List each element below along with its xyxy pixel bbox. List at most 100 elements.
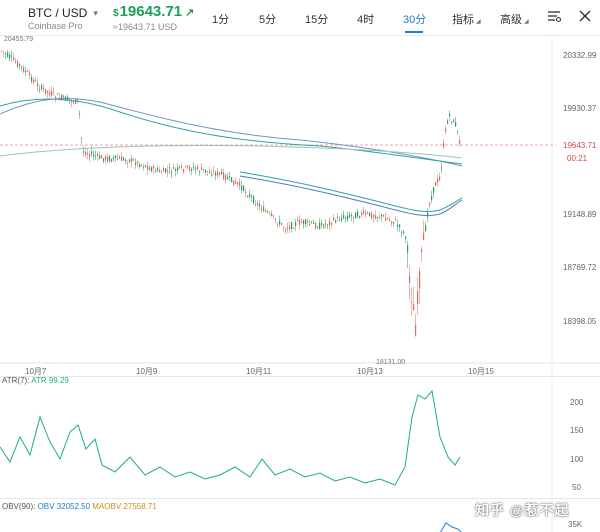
candle-body	[399, 224, 401, 228]
candle-body	[333, 217, 335, 220]
candle-body	[271, 214, 273, 216]
candle-body	[411, 301, 413, 303]
price-value: 19643.71	[119, 3, 183, 20]
candle-body	[105, 156, 107, 160]
candle-body	[101, 155, 103, 159]
candle-body	[401, 232, 403, 234]
candle-body	[239, 182, 241, 186]
candle-body	[369, 212, 371, 216]
atr-tick: 50	[572, 483, 581, 492]
indicator-menu[interactable]: 指标 ◢	[452, 11, 481, 27]
candle-body	[237, 182, 239, 185]
candle-body	[385, 218, 387, 221]
candle-body	[405, 236, 407, 239]
candle-body	[135, 162, 137, 165]
candle-body	[217, 171, 219, 176]
candle-body	[89, 154, 91, 158]
candle-body	[191, 169, 193, 171]
candle-body	[231, 177, 233, 182]
candle-body	[5, 53, 7, 55]
price-tick: 18769.72	[563, 263, 597, 272]
candle-body	[257, 202, 259, 206]
obv-indicator-pane[interactable]: 35K	[0, 498, 600, 532]
atr-tick: 150	[570, 426, 584, 435]
pair-selector[interactable]: BTC / USD ▾	[28, 6, 98, 20]
candle-body	[199, 171, 201, 172]
candle-body	[223, 172, 225, 180]
candle-body	[159, 169, 161, 172]
candle-body	[233, 180, 235, 186]
tab-30m[interactable]: 30分	[403, 14, 427, 26]
candle-body	[201, 167, 203, 170]
tab-5m[interactable]: 5分	[259, 14, 277, 26]
candle-body	[311, 221, 313, 223]
candle-body	[391, 221, 393, 224]
close-icon[interactable]	[578, 8, 592, 29]
candle-body	[209, 171, 211, 174]
candle-body	[423, 232, 425, 240]
candle-body	[445, 128, 447, 132]
candle-body	[157, 168, 159, 171]
candle-body	[291, 222, 293, 229]
main-price-chart[interactable]: 20332.99 19930.37 19148.89 18769.72 1839…	[0, 36, 600, 376]
price-tick: 20332.99	[563, 51, 597, 60]
candle-body	[413, 304, 415, 311]
candle-body	[301, 221, 303, 223]
trend-up-icon: ↗	[185, 7, 195, 19]
candle-body	[57, 93, 59, 95]
ma-line-1	[0, 97, 463, 167]
advanced-menu[interactable]: 高级 ◢	[500, 11, 529, 27]
candle-body	[415, 325, 417, 336]
candle-body	[25, 70, 27, 73]
candle-body	[433, 187, 435, 193]
candle-body	[457, 130, 459, 132]
candle-body	[21, 66, 23, 67]
candle-body	[455, 122, 457, 127]
candle-body	[161, 172, 163, 174]
candle-body	[165, 168, 167, 173]
tab-1m[interactable]: 1分	[212, 14, 230, 26]
candle-body	[207, 171, 209, 172]
candle-body	[189, 166, 191, 171]
tab-4h[interactable]: 4时	[357, 14, 375, 26]
candle-body	[335, 220, 337, 223]
candle-body	[11, 55, 13, 57]
chart-header: BTC / USD ▾ Coinbase Pro $ 19643.71 ↗ ≈1…	[0, 0, 600, 36]
candle-body	[185, 165, 187, 167]
candle-body	[39, 89, 41, 91]
tab-15m[interactable]: 15分	[305, 14, 329, 26]
candle-body	[319, 222, 321, 230]
settings-list-icon[interactable]	[546, 8, 562, 29]
current-price-tag: 19643.71	[563, 141, 597, 150]
atr-chart: 200 150 100 50	[0, 377, 584, 499]
candle-body	[293, 228, 295, 229]
candle-body	[155, 170, 157, 173]
obv-tick: 35K	[568, 520, 583, 529]
candle-body	[351, 215, 353, 216]
candle-body	[357, 211, 359, 217]
current-price: $ 19643.71 ↗	[113, 3, 194, 20]
atr-indicator-pane[interactable]: 200 150 100 50	[0, 376, 600, 499]
candlestick-chart[interactable]: 20332.99 19930.37 19148.89 18769.72 1839…	[0, 36, 600, 376]
candle-body	[383, 215, 385, 217]
candle-body	[91, 151, 93, 155]
candle-body	[197, 166, 199, 170]
candle-body	[53, 91, 55, 93]
converted-price: ≈19643.71 USD	[113, 22, 177, 32]
candle-body	[397, 224, 399, 227]
atr-tick: 200	[570, 398, 584, 407]
candle-body	[35, 80, 37, 82]
candle-body	[99, 155, 101, 159]
candle-body	[47, 91, 49, 93]
candle-body	[367, 212, 369, 214]
ma-line-5	[239, 171, 463, 213]
candle-body	[435, 182, 437, 186]
candle-body	[137, 161, 139, 164]
candle-body	[195, 168, 197, 170]
candle-body	[229, 175, 231, 177]
candle-body	[111, 159, 113, 162]
candle-body	[437, 178, 439, 183]
indicator-label: 指标	[452, 14, 474, 26]
date-tick: 10月7	[25, 367, 47, 376]
candle-body	[249, 194, 251, 197]
